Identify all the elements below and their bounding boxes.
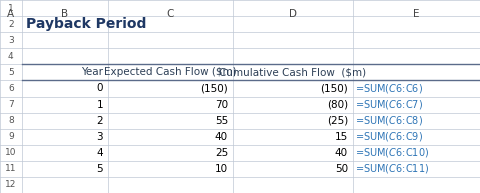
Text: (25): (25) <box>327 116 348 126</box>
Text: 3: 3 <box>8 36 13 45</box>
Text: 5: 5 <box>8 68 13 77</box>
Text: D: D <box>289 8 297 19</box>
Text: 11: 11 <box>5 164 16 173</box>
Text: Payback Period: Payback Period <box>26 17 147 31</box>
Text: 9: 9 <box>8 132 13 141</box>
Text: =SUM($C$6:C8): =SUM($C$6:C8) <box>355 114 423 127</box>
Text: 0: 0 <box>96 83 103 93</box>
Text: 1: 1 <box>96 100 103 110</box>
Text: =SUM($C$6:C11): =SUM($C$6:C11) <box>355 162 429 175</box>
Text: 8: 8 <box>8 116 13 125</box>
Text: 40: 40 <box>215 132 228 142</box>
Text: 40: 40 <box>335 148 348 158</box>
Text: 15: 15 <box>335 132 348 142</box>
Text: 70: 70 <box>215 100 228 110</box>
Text: 4: 4 <box>8 52 13 61</box>
Text: 4: 4 <box>96 148 103 158</box>
Text: (150): (150) <box>200 83 228 93</box>
Text: 2: 2 <box>96 116 103 126</box>
Text: (150): (150) <box>320 83 348 93</box>
Text: 10: 10 <box>5 148 16 157</box>
Text: 7: 7 <box>8 100 13 109</box>
Text: 12: 12 <box>5 180 16 190</box>
Text: 1: 1 <box>8 3 13 13</box>
Text: Year: Year <box>81 67 103 77</box>
Text: 2: 2 <box>8 20 13 29</box>
Text: 10: 10 <box>215 164 228 174</box>
Text: =SUM($C$6:C10): =SUM($C$6:C10) <box>355 146 429 159</box>
Text: 55: 55 <box>215 116 228 126</box>
Text: 6: 6 <box>8 84 13 93</box>
Text: 25: 25 <box>215 148 228 158</box>
Text: A: A <box>7 8 14 19</box>
Text: 50: 50 <box>335 164 348 174</box>
Text: =SUM($C$6:C6): =SUM($C$6:C6) <box>355 82 423 95</box>
Text: Cumulative Cash Flow  ($m): Cumulative Cash Flow ($m) <box>219 67 366 77</box>
Text: =SUM($C$6:C9): =SUM($C$6:C9) <box>355 130 423 143</box>
Text: 5: 5 <box>96 164 103 174</box>
Text: C: C <box>167 8 174 19</box>
Text: =SUM($C$6:C7): =SUM($C$6:C7) <box>355 98 423 111</box>
Text: E: E <box>413 8 420 19</box>
Text: (80): (80) <box>327 100 348 110</box>
Text: B: B <box>61 8 68 19</box>
Text: Expected Cash Flow ($m): Expected Cash Flow ($m) <box>104 67 237 77</box>
Text: 3: 3 <box>96 132 103 142</box>
